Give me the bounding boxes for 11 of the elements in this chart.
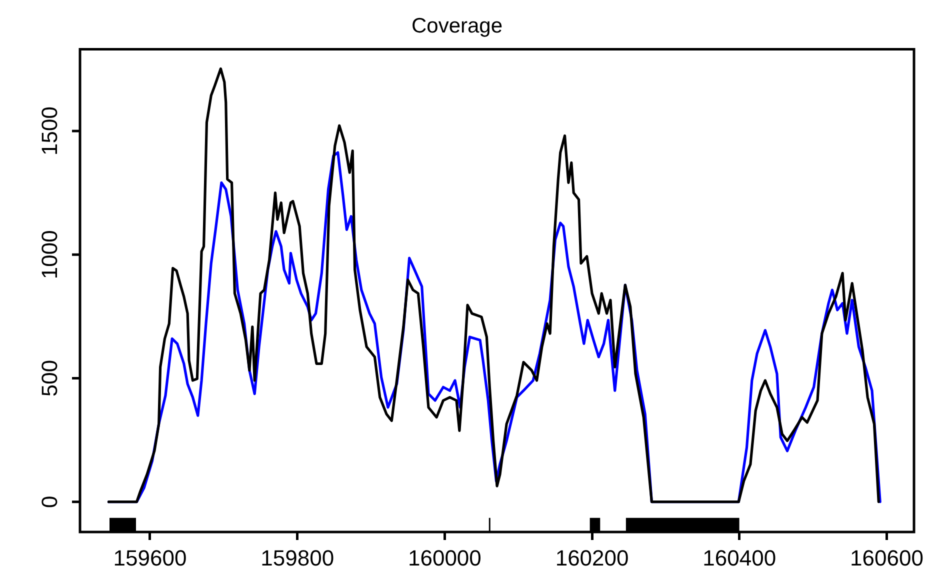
x-tick-label: 159800 — [260, 545, 334, 570]
x-tick-label: 159600 — [113, 545, 187, 570]
y-tick-label: 1000 — [37, 230, 62, 280]
x-tick-label: 160600 — [850, 545, 924, 570]
x-tick-label: 160200 — [555, 545, 629, 570]
y-tick-label: 1500 — [37, 106, 62, 156]
x-tick-label: 160400 — [702, 545, 776, 570]
x-tick-label: 160000 — [408, 545, 482, 570]
chart-title: Coverage — [411, 14, 503, 38]
y-tick-label: 500 — [37, 360, 62, 397]
y-tick-label: 0 — [37, 496, 62, 508]
